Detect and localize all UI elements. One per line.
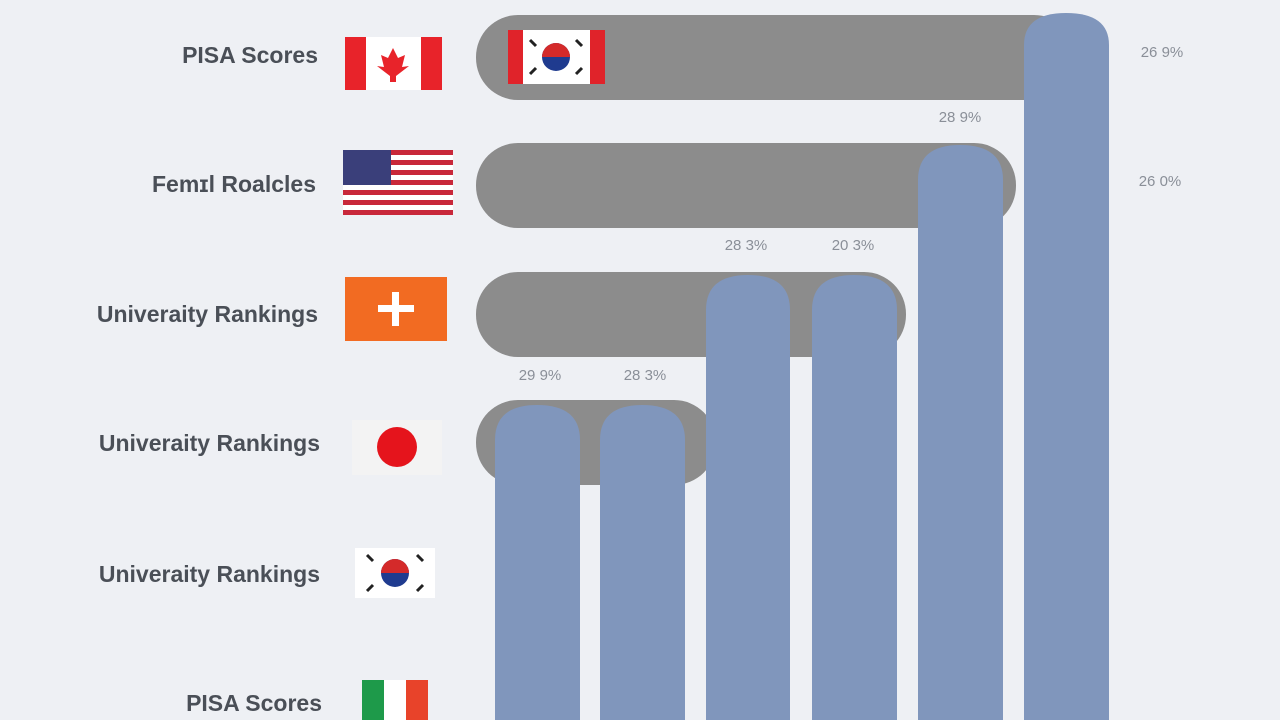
bar — [600, 405, 685, 720]
flag-italy — [362, 680, 428, 720]
row-label: Univeraity Rankings — [97, 301, 318, 327]
bar — [706, 275, 790, 720]
row-label: PISA Scores — [182, 42, 318, 68]
value-label: 29 9% — [519, 367, 562, 384]
row-label: Univeraity Rankings — [99, 561, 320, 587]
bar — [495, 405, 580, 720]
value-label: 26 0% — [1139, 173, 1182, 190]
row-label: Univeraity Rankings — [99, 430, 320, 456]
bar — [1024, 13, 1109, 720]
bar — [812, 275, 897, 720]
flag-canada — [345, 37, 442, 90]
track — [476, 143, 1016, 228]
flag-usa — [343, 150, 453, 215]
value-label: 28 3% — [624, 367, 667, 384]
value-label: 28 3% — [725, 237, 768, 254]
row-label: PISA Scores — [186, 690, 322, 716]
value-label: 20 3% — [832, 237, 875, 254]
track — [476, 272, 906, 357]
value-label: 26 9% — [1141, 44, 1184, 61]
flag-korea — [508, 30, 605, 84]
flag-korea — [355, 548, 435, 598]
track — [476, 15, 1076, 100]
row-label: Femɪl Roalcles — [152, 171, 316, 197]
bar — [918, 145, 1003, 720]
flag-japan — [352, 420, 442, 475]
value-label: 28 9% — [939, 109, 982, 126]
flag-orange — [345, 277, 447, 341]
